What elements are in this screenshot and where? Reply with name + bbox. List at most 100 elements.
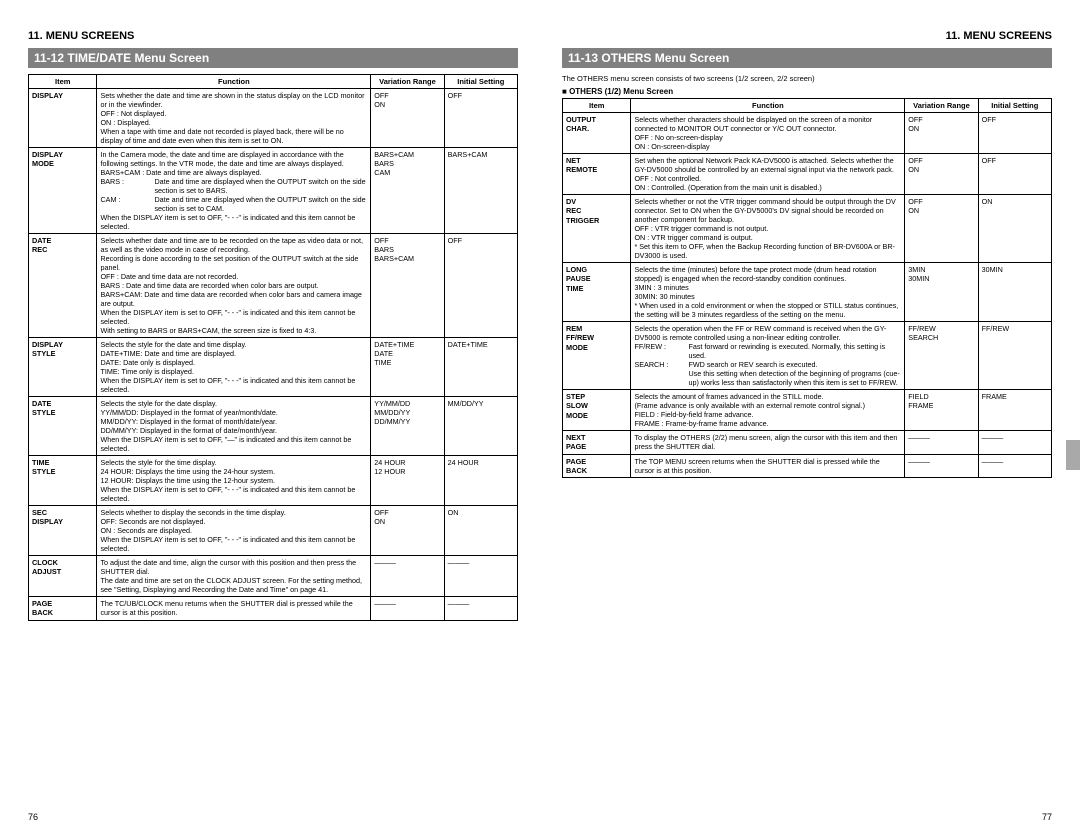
cell-initial: MM/DD/YY <box>444 397 517 456</box>
cell-function: Selects the style for the time display.2… <box>97 456 371 506</box>
table-row: DVRECTRIGGERSelects whether or not the V… <box>563 195 1052 263</box>
cell-item: DISPLAYSTYLE <box>29 338 97 397</box>
cell-initial: ——— <box>444 556 517 597</box>
cell-function: Selects the style for the date display.Y… <box>97 397 371 456</box>
cell-item: PAGEBACK <box>29 597 97 620</box>
cell-item: LONGPAUSETIME <box>563 263 631 322</box>
cell-function: Sets whether the date and time are shown… <box>97 89 371 148</box>
cell-item: DVRECTRIGGER <box>563 195 631 263</box>
cell-item: PAGEBACK <box>563 454 631 477</box>
cell-initial: OFF <box>444 89 517 148</box>
cell-initial: ——— <box>978 431 1051 454</box>
cell-initial: ON <box>444 506 517 556</box>
th-item: Item <box>563 99 631 113</box>
table-row: STEPSLOWMODESelects the amount of frames… <box>563 390 1052 431</box>
cell-variation: OFFON <box>371 89 444 148</box>
cell-function: Selects the style for the date and time … <box>97 338 371 397</box>
cell-item: SECDISPLAY <box>29 506 97 556</box>
cell-item: NETREMOTE <box>563 154 631 195</box>
table-row: CLOCKADJUSTTo adjust the date and time, … <box>29 556 518 597</box>
cell-initial: 30MIN <box>978 263 1051 322</box>
table-row: NETREMOTESet when the optional Network P… <box>563 154 1052 195</box>
cell-variation: FIELDFRAME <box>905 390 978 431</box>
page-number-left: 76 <box>28 812 38 822</box>
th-item: Item <box>29 75 97 89</box>
cell-item: OUTPUTCHAR. <box>563 113 631 154</box>
cell-initial: BARS+CAM <box>444 148 517 234</box>
cell-initial: OFF <box>978 154 1051 195</box>
page-number-right: 77 <box>1042 812 1052 822</box>
cell-function: Selects whether date and time are to be … <box>97 234 371 338</box>
table-row: TIMESTYLESelects the style for the time … <box>29 456 518 506</box>
cell-initial: FF/REW <box>978 322 1051 390</box>
cell-variation: ——— <box>371 556 444 597</box>
side-tab <box>1066 440 1080 470</box>
cell-item: DATESTYLE <box>29 397 97 456</box>
cell-initial: OFF <box>978 113 1051 154</box>
table-row: OUTPUTCHAR.Selects whether characters sh… <box>563 113 1052 154</box>
title-bar-left: 11-12 TIME/DATE Menu Screen <box>28 48 518 68</box>
cell-variation: ——— <box>371 597 444 620</box>
section-heading-right: 11. MENU SCREENS <box>562 30 1052 42</box>
cell-variation: BARS+CAMBARSCAM <box>371 148 444 234</box>
section-heading-left: 11. MENU SCREENS <box>28 30 518 42</box>
cell-initial: OFF <box>444 234 517 338</box>
table-row: DATESTYLESelects the style for the date … <box>29 397 518 456</box>
th-function: Function <box>631 99 905 113</box>
cell-item: CLOCKADJUST <box>29 556 97 597</box>
cell-item: TIMESTYLE <box>29 456 97 506</box>
cell-item: NEXTPAGE <box>563 431 631 454</box>
menu-table-left: Item Function Variation Range Initial Se… <box>28 74 518 621</box>
table-row: DATERECSelects whether date and time are… <box>29 234 518 338</box>
cell-function: Selects the time (minutes) before the ta… <box>631 263 905 322</box>
menu-table-right: Item Function Variation Range Initial Se… <box>562 98 1052 478</box>
cell-variation: OFFON <box>371 506 444 556</box>
cell-variation: FF/REWSEARCH <box>905 322 978 390</box>
cell-variation: OFFON <box>905 154 978 195</box>
cell-variation: ——— <box>905 431 978 454</box>
cell-function: Selects whether or not the VTR trigger c… <box>631 195 905 263</box>
cell-variation: DATE+TIMEDATETIME <box>371 338 444 397</box>
cell-item: REMFF/REWMODE <box>563 322 631 390</box>
table-row: LONGPAUSETIMESelects the time (minutes) … <box>563 263 1052 322</box>
th-function: Function <box>97 75 371 89</box>
sub-heading: OTHERS (1/2) Menu Screen <box>562 87 1052 96</box>
table-row: DISPLAYMODEIn the Camera mode, the date … <box>29 148 518 234</box>
cell-variation: 3MIN30MIN <box>905 263 978 322</box>
cell-variation: OFFON <box>905 195 978 263</box>
table-row: PAGEBACKThe TC/UB/CLOCK menu returns whe… <box>29 597 518 620</box>
cell-initial: ——— <box>978 454 1051 477</box>
th-variation: Variation Range <box>905 99 978 113</box>
page-left: 11. MENU SCREENS 11-12 TIME/DATE Menu Sc… <box>0 0 540 834</box>
table-row: NEXTPAGETo display the OTHERS (2/2) menu… <box>563 431 1052 454</box>
th-variation: Variation Range <box>371 75 444 89</box>
intro-text: The OTHERS menu screen consists of two s… <box>562 74 1052 83</box>
cell-variation: 24 HOUR12 HOUR <box>371 456 444 506</box>
cell-initial: 24 HOUR <box>444 456 517 506</box>
cell-initial: ——— <box>444 597 517 620</box>
cell-item: DATEREC <box>29 234 97 338</box>
cell-variation: YY/MM/DDMM/DD/YYDD/MM/YY <box>371 397 444 456</box>
title-bar-right: 11-13 OTHERS Menu Screen <box>562 48 1052 68</box>
page-right: 11. MENU SCREENS 11-13 OTHERS Menu Scree… <box>540 0 1080 834</box>
table-row: PAGEBACKThe TOP MENU screen returns when… <box>563 454 1052 477</box>
cell-function: The TOP MENU screen returns when the SHU… <box>631 454 905 477</box>
table-row: REMFF/REWMODESelects the operation when … <box>563 322 1052 390</box>
table-row: DISPLAYSTYLESelects the style for the da… <box>29 338 518 397</box>
cell-function: Set when the optional Network Pack KA-DV… <box>631 154 905 195</box>
th-initial: Initial Setting <box>978 99 1051 113</box>
cell-variation: OFFBARSBARS+CAM <box>371 234 444 338</box>
cell-function: Selects whether characters should be dis… <box>631 113 905 154</box>
table-row: SECDISPLAYSelects whether to display the… <box>29 506 518 556</box>
cell-item: DISPLAY <box>29 89 97 148</box>
cell-item: STEPSLOWMODE <box>563 390 631 431</box>
cell-function: Selects the amount of frames advanced in… <box>631 390 905 431</box>
cell-variation: ——— <box>905 454 978 477</box>
cell-function: Selects the operation when the FF or REW… <box>631 322 905 390</box>
th-initial: Initial Setting <box>444 75 517 89</box>
cell-function: Selects whether to display the seconds i… <box>97 506 371 556</box>
cell-item: DISPLAYMODE <box>29 148 97 234</box>
cell-function: The TC/UB/CLOCK menu returns when the SH… <box>97 597 371 620</box>
cell-variation: OFFON <box>905 113 978 154</box>
cell-function: To adjust the date and time, align the c… <box>97 556 371 597</box>
